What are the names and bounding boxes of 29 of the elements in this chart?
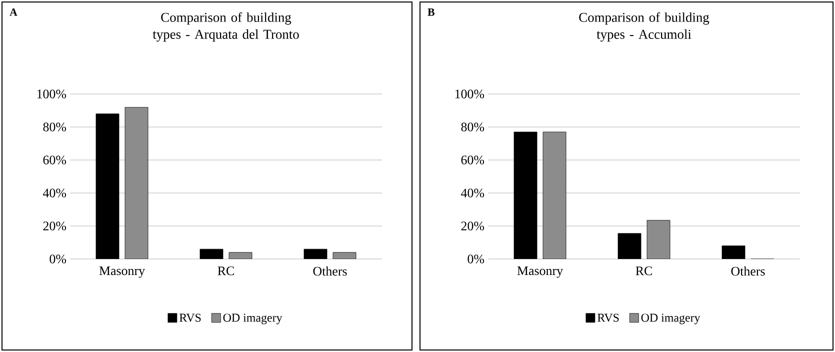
x-tick-label: RC (636, 266, 652, 276)
x-tick-label: Masonry (517, 266, 563, 278)
y-tick-label: 100% (37, 90, 66, 98)
x-tick-label: Others (731, 266, 765, 276)
y-tick-label: 20% (461, 222, 484, 230)
text: A (10, 8, 18, 16)
y-tick-label: 0% (50, 254, 66, 264)
y-tick-label: 20% (43, 222, 66, 230)
chart-title: Comparison of building types - Accumoli (579, 12, 710, 42)
y-tick-label: 80% (461, 122, 484, 132)
legend-label: OD imagery (223, 314, 282, 324)
y-tick-label: 40% (42, 188, 66, 198)
x-tick-label: Others (313, 266, 347, 276)
legend-label: OD imagery (641, 314, 700, 324)
legend-label: RVS (597, 314, 619, 322)
y-tick-label: 40% (460, 188, 484, 198)
y-tick-label: 80% (43, 122, 66, 132)
x-tick-label: RC (218, 266, 234, 276)
y-tick-label: 0% (468, 254, 484, 264)
legend-label: RVS (179, 314, 201, 322)
y-tick-label: 60% (43, 156, 66, 164)
text: B (428, 8, 435, 16)
y-tick-label: 100% (455, 90, 484, 98)
bar (646, 220, 670, 259)
bar (542, 132, 566, 259)
bar (124, 107, 148, 259)
x-tick-label: Masonry (99, 266, 145, 278)
chart-title: Comparison of building types - Arquata del Tronto (152, 12, 299, 42)
y-tick-label: 60% (461, 156, 484, 164)
